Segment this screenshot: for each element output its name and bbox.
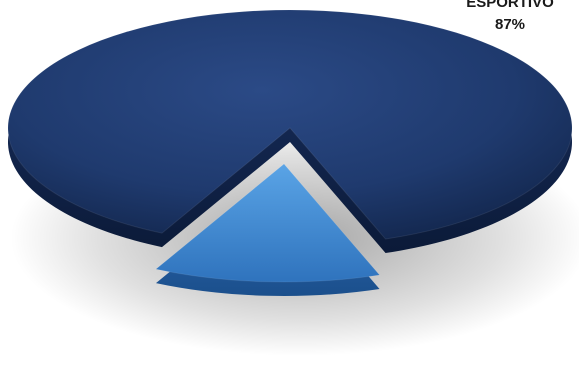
pie-slice-0 [7, 9, 573, 240]
pie-slice-1 [154, 163, 381, 283]
slices-group [7, 9, 573, 296]
slice-label-esportivo: ESPORTIVO 87% [440, 0, 579, 36]
slice-label-value: 87% [494, 16, 526, 33]
slice-label-name: ESPORTIVO [466, 0, 554, 11]
